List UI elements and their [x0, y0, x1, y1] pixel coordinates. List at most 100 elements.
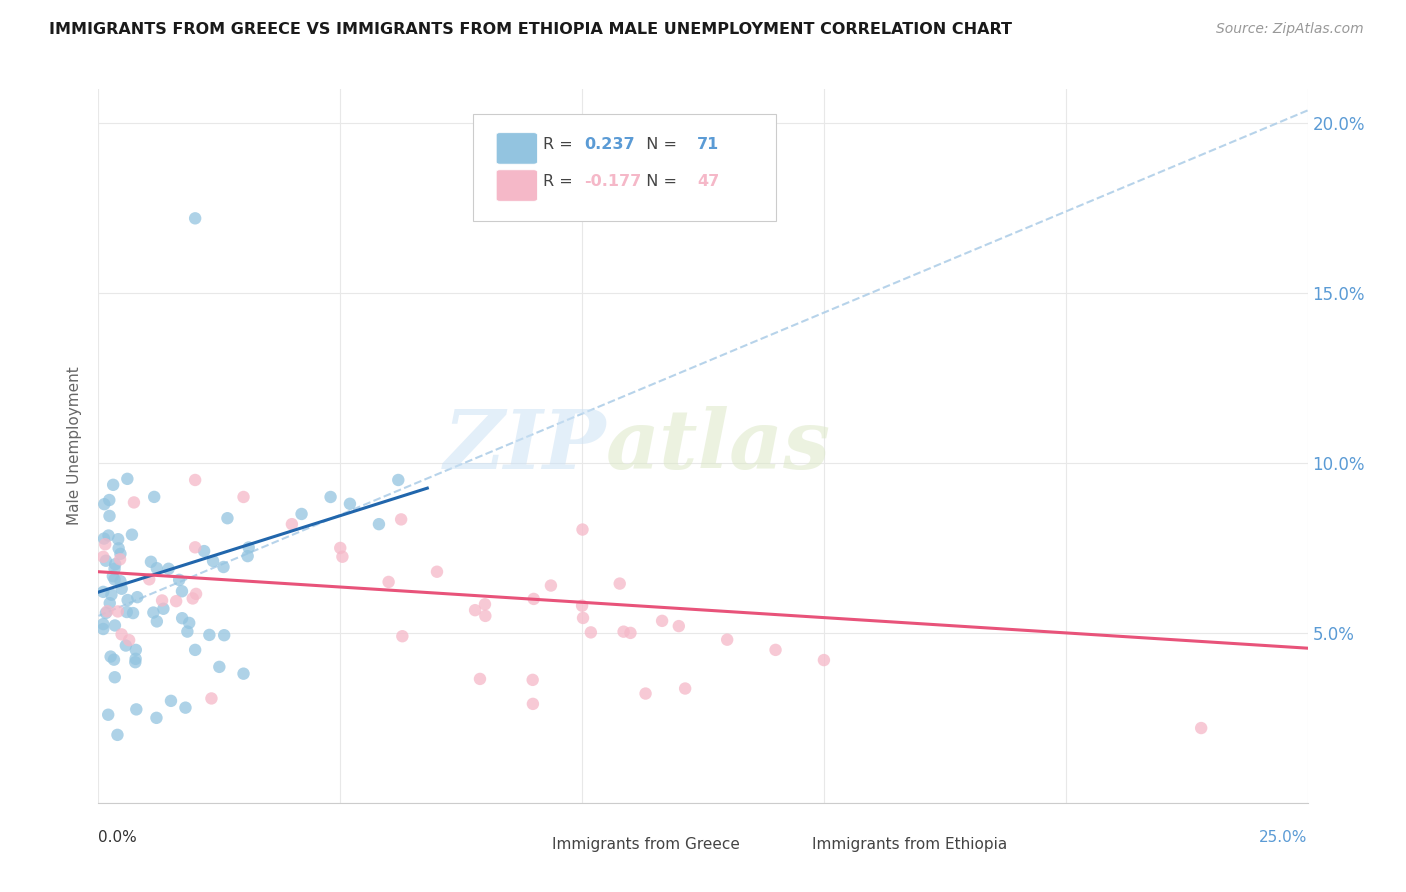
- Text: -0.177: -0.177: [585, 175, 641, 189]
- Point: [97, 707, 120, 722]
- Point: [571, 523, 593, 537]
- Point: [813, 653, 835, 667]
- Point: [200, 691, 222, 706]
- Point: [91, 549, 114, 564]
- Point: [143, 490, 166, 504]
- Point: [91, 617, 114, 632]
- Point: [98, 493, 121, 508]
- Text: 0.0%: 0.0%: [98, 830, 138, 845]
- Point: [165, 594, 187, 608]
- Point: [634, 687, 657, 701]
- Point: [101, 478, 124, 492]
- Point: [184, 587, 207, 601]
- Point: [426, 565, 449, 579]
- FancyBboxPatch shape: [496, 133, 537, 164]
- Point: [122, 495, 145, 509]
- Point: [181, 591, 204, 606]
- Text: Immigrants from Greece: Immigrants from Greece: [551, 838, 740, 853]
- Point: [107, 541, 129, 556]
- Point: [391, 629, 413, 643]
- Point: [172, 611, 194, 625]
- Point: [579, 625, 602, 640]
- Point: [160, 694, 183, 708]
- Point: [98, 596, 121, 610]
- Point: [673, 681, 696, 696]
- Point: [290, 507, 312, 521]
- Text: R =: R =: [543, 175, 578, 189]
- Point: [145, 711, 167, 725]
- Point: [523, 591, 546, 606]
- Point: [110, 547, 132, 561]
- Point: [232, 666, 254, 681]
- Point: [111, 582, 134, 596]
- Point: [103, 562, 125, 576]
- Point: [198, 628, 221, 642]
- Point: [94, 554, 117, 568]
- Point: [236, 549, 259, 563]
- FancyBboxPatch shape: [494, 833, 540, 858]
- Point: [107, 604, 129, 618]
- Point: [474, 597, 496, 611]
- Point: [124, 652, 146, 666]
- Point: [104, 670, 127, 684]
- Point: [468, 672, 491, 686]
- Point: [103, 573, 125, 587]
- Point: [389, 512, 412, 526]
- Point: [170, 584, 193, 599]
- Text: IMMIGRANTS FROM GREECE VS IMMIGRANTS FROM ETHIOPIA MALE UNEMPLOYMENT CORRELATION: IMMIGRANTS FROM GREECE VS IMMIGRANTS FRO…: [49, 22, 1012, 37]
- Point: [613, 624, 636, 639]
- Point: [94, 606, 117, 620]
- Point: [522, 673, 544, 687]
- FancyBboxPatch shape: [754, 833, 800, 858]
- FancyBboxPatch shape: [496, 169, 537, 202]
- Y-axis label: Male Unemployment: Male Unemployment: [67, 367, 83, 525]
- Point: [146, 561, 169, 575]
- Point: [212, 628, 235, 642]
- Point: [208, 660, 231, 674]
- Text: N =: N =: [637, 175, 683, 189]
- Point: [377, 574, 399, 589]
- Point: [176, 624, 198, 639]
- Point: [122, 606, 145, 620]
- Point: [167, 573, 190, 587]
- Point: [139, 555, 162, 569]
- Point: [124, 655, 146, 669]
- Point: [184, 211, 207, 226]
- Point: [232, 490, 254, 504]
- Point: [104, 558, 127, 572]
- Point: [668, 619, 690, 633]
- Point: [212, 560, 235, 574]
- Point: [572, 611, 595, 625]
- Point: [101, 569, 124, 583]
- Point: [150, 593, 173, 607]
- Text: Source: ZipAtlas.com: Source: ZipAtlas.com: [1216, 22, 1364, 37]
- Point: [339, 497, 361, 511]
- Point: [103, 653, 125, 667]
- Text: 25.0%: 25.0%: [1260, 830, 1308, 845]
- Point: [319, 490, 342, 504]
- Point: [93, 497, 115, 511]
- Point: [765, 643, 787, 657]
- Point: [387, 473, 409, 487]
- Point: [142, 606, 165, 620]
- Point: [152, 601, 174, 615]
- Point: [193, 544, 215, 558]
- Point: [329, 541, 352, 555]
- Point: [157, 562, 180, 576]
- Point: [202, 554, 225, 568]
- Point: [238, 541, 260, 555]
- Point: [110, 627, 132, 641]
- Point: [651, 614, 673, 628]
- Point: [716, 632, 738, 647]
- Point: [184, 473, 207, 487]
- Point: [98, 508, 121, 523]
- Point: [115, 605, 138, 619]
- Point: [184, 541, 207, 555]
- Text: 71: 71: [697, 137, 720, 153]
- Point: [107, 532, 129, 546]
- FancyBboxPatch shape: [474, 114, 776, 221]
- Point: [121, 527, 143, 541]
- Text: atlas: atlas: [606, 406, 831, 486]
- Point: [94, 537, 117, 551]
- Text: 0.237: 0.237: [585, 137, 636, 153]
